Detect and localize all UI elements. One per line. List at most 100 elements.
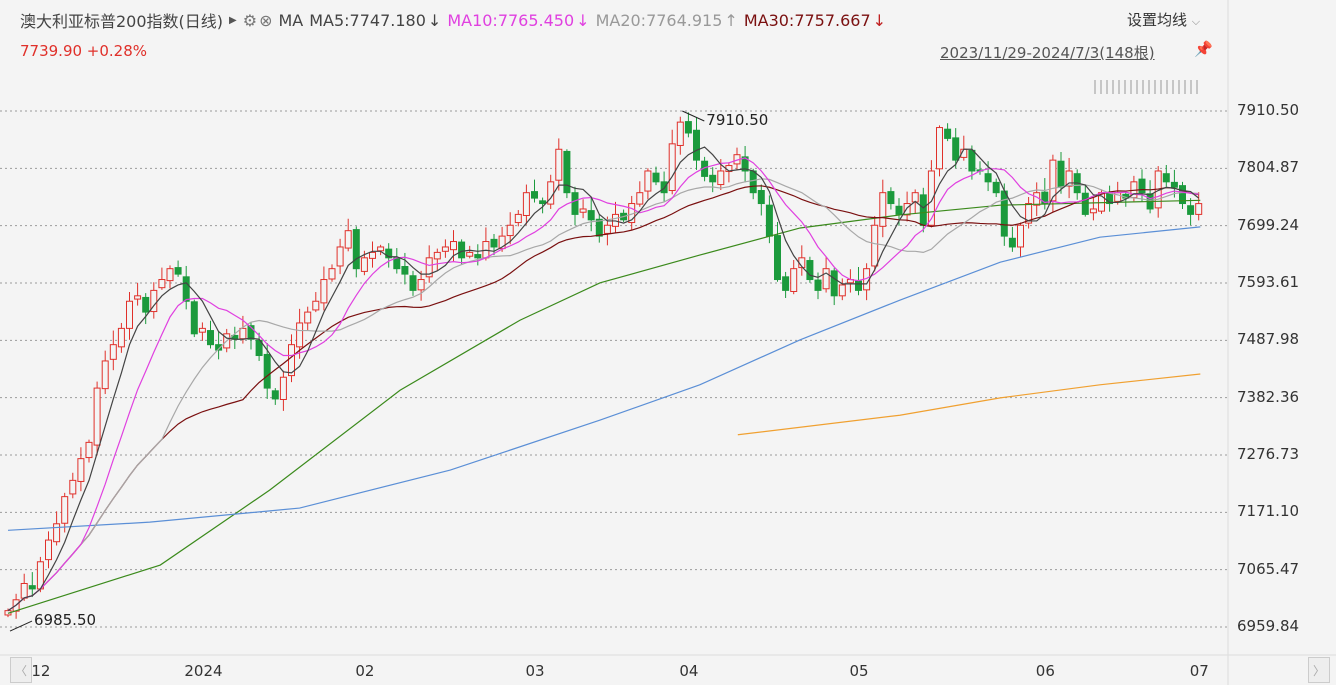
candle-down [142, 296, 150, 313]
y-tick-label: 6959.84 [1237, 617, 1300, 635]
candle-up [1195, 203, 1203, 215]
candle-up [320, 279, 328, 304]
candle-up [239, 327, 247, 340]
ma10-value: MA10:7765.450 [447, 10, 575, 30]
candle-up [312, 300, 320, 311]
price-annotation: 7910.50 [706, 111, 769, 129]
y-tick-label: 7382.36 [1237, 387, 1300, 406]
candle-up [903, 203, 911, 216]
candle-down [1138, 178, 1146, 194]
close-icon[interactable]: ⊗ [259, 10, 273, 30]
candle-down [587, 210, 595, 221]
candle-up [433, 251, 441, 260]
candle-up [304, 311, 312, 324]
candle-up [522, 192, 530, 216]
drag-handle[interactable] [1094, 80, 1200, 94]
pin-icon[interactable]: 📌 [1194, 40, 1213, 58]
candle-down [174, 267, 182, 275]
ma120-line [7, 226, 1201, 531]
candle-up [506, 224, 514, 237]
candle-up [717, 170, 725, 186]
candle-down [749, 170, 757, 194]
candle-up [1089, 208, 1097, 214]
candle-down [774, 235, 781, 281]
candle-down [352, 229, 360, 270]
y-tick-label: 7487.98 [1237, 330, 1300, 349]
candle-down [571, 192, 579, 215]
candle-down [182, 276, 190, 302]
y-tick-label: 7276.73 [1237, 444, 1300, 463]
candle-down [190, 301, 198, 335]
candle-up [20, 582, 28, 599]
play-icon[interactable]: ▶ [229, 14, 237, 26]
candle-down [474, 254, 482, 259]
candle-up [425, 257, 433, 278]
candle-up [85, 441, 93, 459]
candle-up [579, 208, 587, 213]
candle-up [838, 284, 846, 297]
candle-down [1179, 185, 1186, 205]
x-tick-label: 07 [1189, 662, 1209, 680]
candle-up [555, 148, 563, 181]
candle-down [595, 218, 603, 237]
candle-down [215, 344, 223, 351]
candle-up [328, 268, 336, 280]
ma10-line [7, 157, 1199, 612]
candle-up [150, 289, 158, 313]
candle-up [279, 376, 287, 400]
candle-down [1000, 190, 1008, 237]
candle-up [126, 300, 133, 329]
candle-up [417, 279, 425, 291]
candle-down [393, 257, 401, 270]
set-ma-label: 设置均线 [1127, 11, 1188, 29]
candle-down [855, 280, 862, 291]
candle-up [441, 246, 449, 252]
candle-up [77, 458, 85, 482]
chevron-down-icon: ⌵ [1191, 15, 1201, 28]
ma5-value: MA5:7747.180 [309, 10, 426, 30]
ma-label: MA [278, 10, 304, 30]
candle-up [336, 246, 344, 267]
x-tick-label: 04 [679, 662, 699, 680]
candle-down [1162, 173, 1170, 183]
chart-header: 澳大利亚标普200指数(日线) ▶ ⚙ ⊗ MA MA5:7747.180 ↓ M… [20, 8, 886, 32]
candle-down [531, 191, 538, 199]
gear-icon[interactable]: ⚙ [242, 10, 258, 30]
candle-up [936, 127, 943, 170]
candle-down [895, 205, 903, 215]
candle-up [871, 224, 879, 267]
set-ma-button[interactable]: 设置均线 ⌵ [1127, 9, 1200, 30]
candle-down [806, 260, 814, 281]
candle-down [255, 339, 263, 357]
ma30-value: MA30:7757.667 [743, 10, 871, 30]
candle-down [984, 173, 992, 183]
candle-down [263, 353, 271, 389]
candle-down [757, 190, 765, 205]
candle-up [644, 170, 652, 192]
candle-down [952, 137, 960, 161]
date-range[interactable]: 2023/11/29-2024/7/3(148根) [940, 44, 1155, 62]
ma20-arrow-icon: ↑ [724, 10, 738, 30]
x-tick-label: 2024 [184, 662, 223, 680]
ma20-value: MA20:7764.915 [595, 10, 723, 30]
candle-up [450, 241, 457, 251]
candle-down [944, 128, 952, 139]
candle-down [28, 585, 36, 590]
scroll-right-button[interactable]: 〉 [1308, 657, 1330, 683]
candle-up [134, 295, 142, 300]
candle-down [968, 149, 976, 172]
ma5-line [7, 146, 1200, 612]
candle-down [563, 150, 571, 194]
y-tick-label: 7593.61 [1237, 273, 1300, 291]
candle-down [385, 248, 393, 259]
y-tick-label: 7065.47 [1237, 559, 1300, 578]
candle-down [409, 275, 417, 291]
candle-up [61, 496, 69, 524]
x-tick-label: 02 [355, 662, 375, 680]
scroll-left-button[interactable]: 〈 [10, 657, 32, 683]
candle-up [198, 327, 206, 333]
candle-up [822, 268, 830, 290]
y-tick-label: 7804.87 [1237, 158, 1300, 177]
candle-down [814, 279, 822, 291]
